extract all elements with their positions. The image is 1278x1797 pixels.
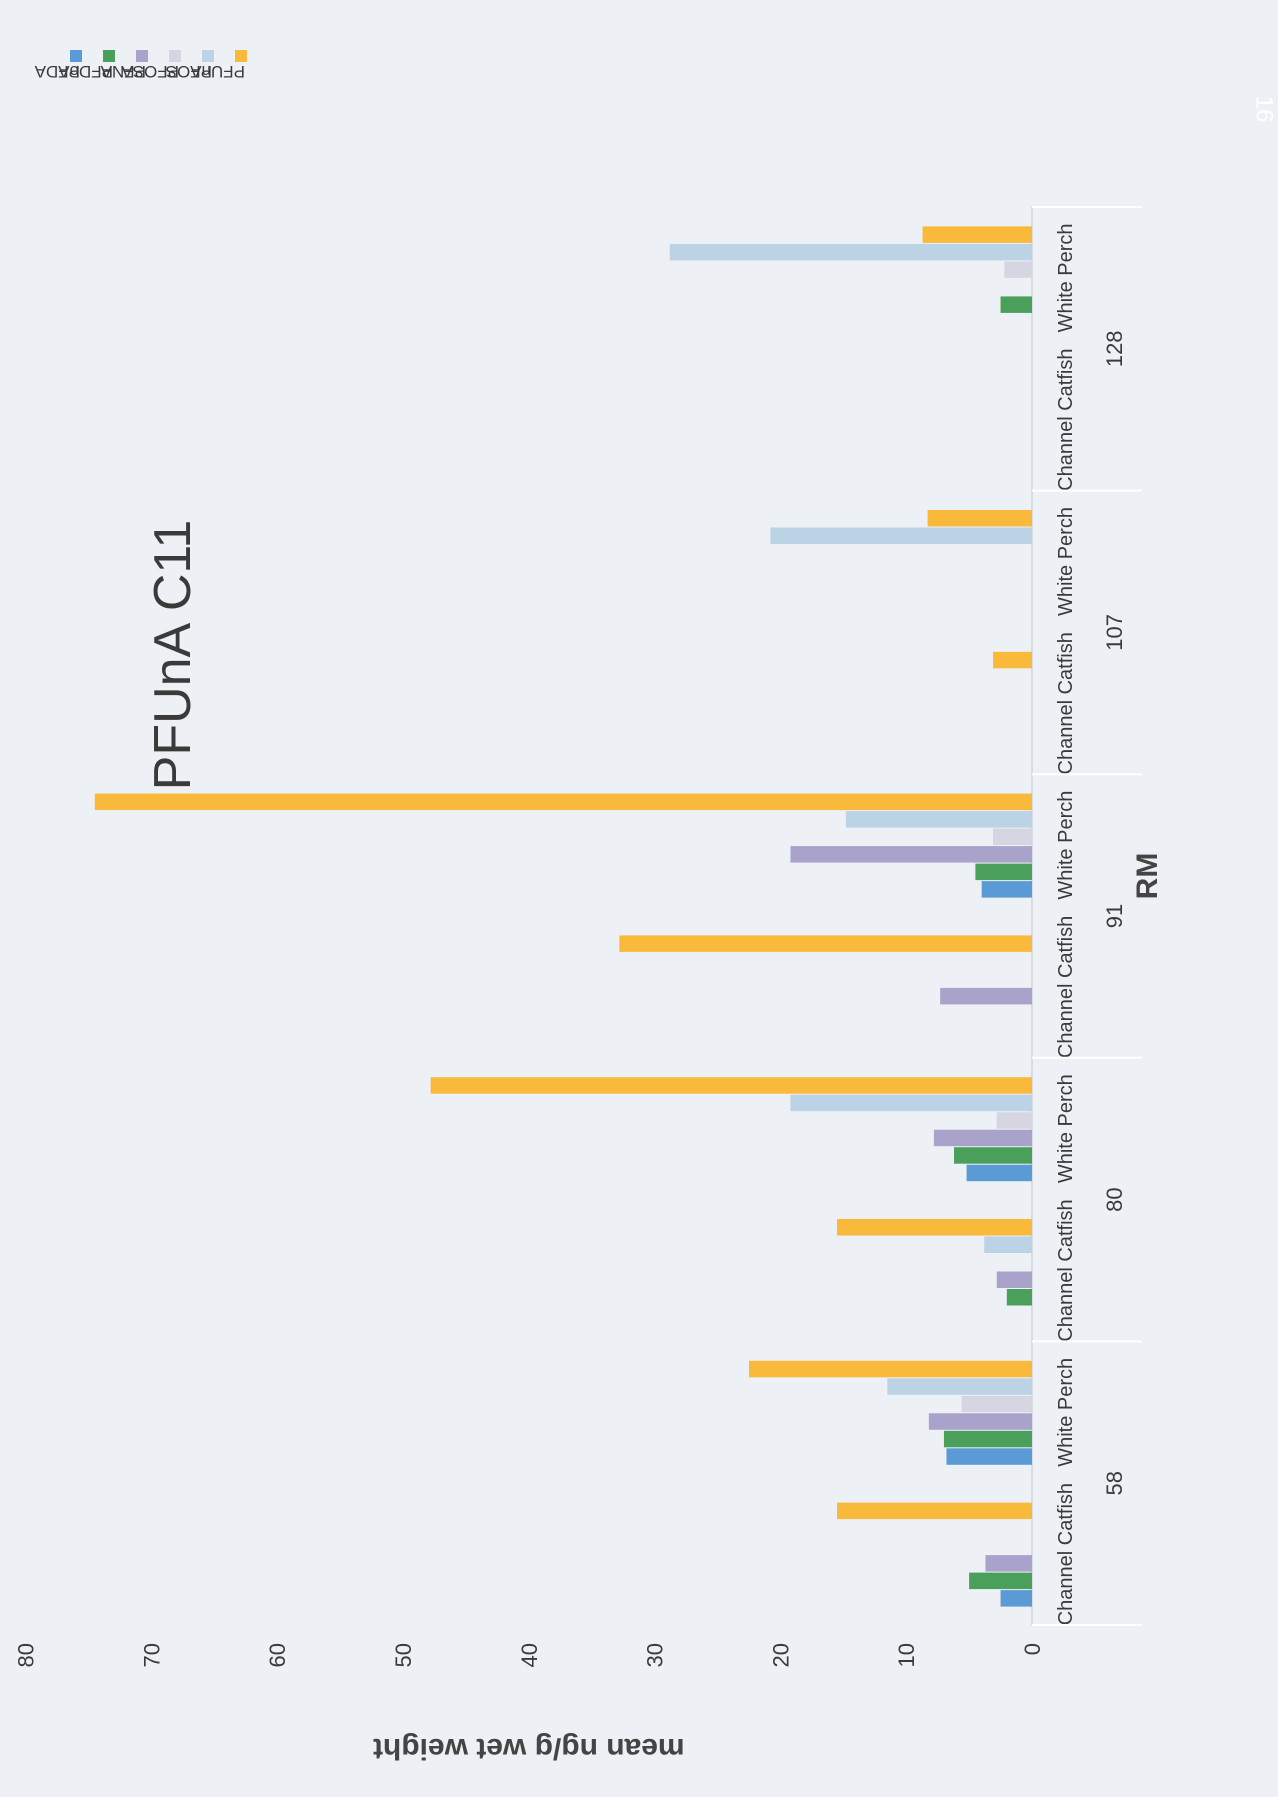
bar-pfuna-3	[430, 1077, 1032, 1094]
x-category-label: Channel Catfish	[1055, 1199, 1077, 1341]
x-category-label: White Perch	[1055, 1358, 1077, 1467]
bar-pfuna-7	[927, 510, 1032, 527]
bar-pfna-4	[940, 987, 1033, 1005]
x-group-label: 80	[1102, 1187, 1127, 1211]
bar-pfda-1	[946, 1448, 1032, 1465]
x-category-label: Channel Catfish	[1055, 1483, 1077, 1625]
bar-pfos-5	[845, 811, 1032, 828]
legend-swatch-pfdoa	[103, 50, 115, 62]
bar-pfna-0	[985, 1555, 1032, 1572]
x-group-label: 58	[1102, 1471, 1127, 1495]
bar-pfda-5	[981, 881, 1032, 898]
x-category-label: White Perch	[1055, 507, 1077, 616]
bar-pfosa-1	[961, 1395, 1032, 1413]
bar-pfuna-5	[94, 793, 1033, 811]
bar-pfda-3	[966, 1164, 1032, 1182]
y-tick-label: 50	[391, 1643, 416, 1667]
bar-pfna-1	[928, 1413, 1032, 1430]
y-tick-label: 40	[517, 1643, 542, 1667]
legend-label: PFNA	[100, 62, 146, 81]
bar-pfosa-3	[996, 1112, 1032, 1129]
legend-swatch-pfda	[70, 50, 82, 62]
x-category-label: White Perch	[1055, 1074, 1077, 1183]
legend-label: PFDA	[34, 62, 80, 81]
x-group-label: 128	[1102, 330, 1127, 367]
bar-pfna-5	[790, 846, 1032, 863]
bar-pfuna-6	[993, 651, 1033, 669]
y-tick-label: 0	[1020, 1643, 1045, 1655]
x-category-label: White Perch	[1055, 791, 1077, 900]
bar-pfdoa-2	[1006, 1289, 1033, 1306]
bar-pfos-9	[669, 243, 1032, 261]
legend-swatch-pfna	[136, 50, 148, 62]
y-tick-label: 60	[265, 1643, 290, 1667]
legend-label: PFOS	[166, 62, 212, 81]
bar-pfosa-9	[1004, 261, 1032, 278]
bar-pfdoa-1	[943, 1430, 1032, 1448]
x-group-label: 107	[1102, 614, 1127, 651]
y-tick-label: 10	[894, 1643, 919, 1667]
bar-pfos-1	[887, 1378, 1033, 1395]
bar-pfdoa-0	[969, 1572, 1032, 1590]
y-tick-label: 20	[768, 1643, 793, 1667]
legend-label: PFOSA	[121, 62, 179, 81]
plot-area: 0 10 20 30 40 50 60 70 80 Channel Catfish White Pe…	[14, 50, 1164, 1765]
bar-pfosa-5	[993, 828, 1033, 846]
bar-pfdoa-3	[954, 1147, 1033, 1164]
bar-pfna-2	[996, 1271, 1032, 1288]
x-category-label: White Perch	[1055, 223, 1077, 332]
bar-pfuna-0	[837, 1502, 1033, 1520]
y-tick-label: 30	[643, 1643, 668, 1667]
legend-label: PFDoA	[58, 62, 113, 81]
page-number: 16	[1250, 95, 1278, 123]
legend-swatch-pfuna	[235, 50, 247, 62]
x-axis-title: RM	[1131, 853, 1164, 900]
x-group-label: 91	[1102, 904, 1127, 928]
bar-pfdoa-5	[975, 863, 1033, 881]
legend-swatch-pfosa	[169, 50, 181, 62]
bar-pfuna-9	[922, 226, 1033, 243]
bar-pfda-0	[1000, 1590, 1032, 1607]
bar-pfos-3	[790, 1094, 1032, 1112]
bar-pfuna-4	[619, 935, 1032, 952]
chart-title: PFUnA C11	[144, 520, 202, 791]
x-category-label: Channel Catfish	[1055, 632, 1077, 774]
bar-pfos-7	[770, 527, 1032, 544]
bar-pfdoa-9	[1000, 296, 1032, 313]
bar-pfuna-1	[748, 1360, 1032, 1378]
y-tick-label: 80	[14, 1643, 39, 1667]
bar-pfos-2	[984, 1236, 1032, 1253]
y-axis-title: mean ng/g wet weight	[373, 1732, 685, 1765]
legend-label: PFUnA	[190, 62, 245, 81]
y-tick-label: 70	[139, 1643, 164, 1667]
bar-pfna-3	[933, 1129, 1032, 1147]
legend-swatch-pfos	[202, 50, 214, 62]
x-category-label: Channel Catfish	[1055, 349, 1077, 491]
x-category-label: Channel Catfish	[1055, 916, 1077, 1058]
bar-pfuna-2	[837, 1219, 1033, 1236]
